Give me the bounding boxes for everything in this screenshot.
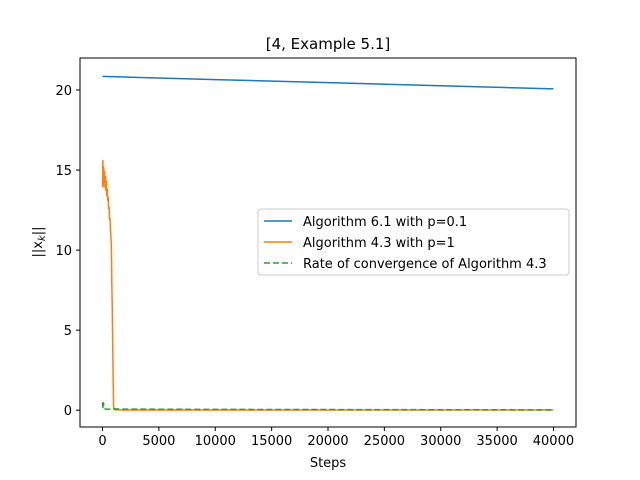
x-tick-label: 35000 bbox=[476, 434, 517, 449]
y-tick-label: 0 bbox=[64, 404, 72, 419]
legend-label-1: Algorithm 6.1 with p=0.1 bbox=[303, 215, 467, 230]
x-tick-label: 0 bbox=[98, 434, 106, 449]
x-axis: 0 5000 10000 15000 20000 25000 30000 35000 40000 bbox=[98, 427, 574, 449]
legend: Algorithm 6.1 with p=0.1 Algorithm 4.3 wi… bbox=[257, 208, 570, 276]
x-tick-label: 5000 bbox=[142, 434, 175, 449]
y-axis: 0 5 10 15 20 bbox=[55, 84, 80, 419]
y-axis-label: ||xk|| bbox=[31, 226, 48, 257]
series-line-3 bbox=[101, 402, 554, 411]
y-tick-label: 5 bbox=[64, 324, 72, 339]
x-tick-label: 30000 bbox=[420, 434, 461, 449]
legend-label-2: Algorithm 4.3 with p=1 bbox=[303, 236, 455, 251]
chart-title: [4, Example 5.1] bbox=[266, 35, 390, 53]
x-tick-label: 10000 bbox=[195, 434, 236, 449]
series-line-1 bbox=[102, 75, 554, 90]
y-tick-label: 20 bbox=[55, 84, 72, 99]
series-line-2 bbox=[101, 159, 554, 411]
y-tick-label: 10 bbox=[55, 244, 72, 259]
series-layer bbox=[101, 75, 554, 411]
legend-box bbox=[257, 208, 570, 276]
x-tick-label: 15000 bbox=[251, 434, 292, 449]
x-tick-label: 20000 bbox=[307, 434, 348, 449]
x-tick-label: 25000 bbox=[364, 434, 405, 449]
x-axis-label: Steps bbox=[310, 456, 347, 471]
x-tick-label: 40000 bbox=[533, 434, 574, 449]
y-tick-label: 15 bbox=[55, 164, 72, 179]
legend-label-3: Rate of convergence of Algorithm 4.3 bbox=[303, 257, 547, 272]
